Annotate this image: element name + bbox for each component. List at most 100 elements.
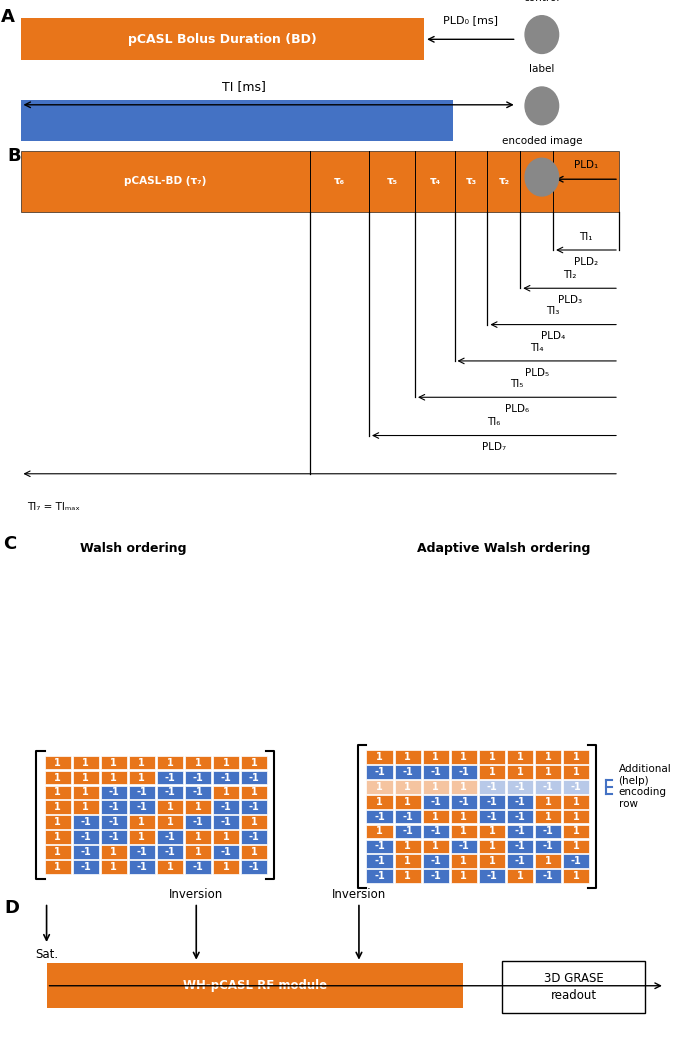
Text: 1: 1 — [404, 842, 411, 851]
Bar — [157, 770, 183, 785]
Text: 1: 1 — [573, 767, 580, 777]
Text: 3D GRASE
readout: 3D GRASE readout — [544, 973, 603, 1002]
Text: 1: 1 — [195, 758, 201, 767]
Text: 1: 1 — [516, 767, 523, 777]
Text: -1: -1 — [430, 871, 441, 881]
Text: -1: -1 — [164, 787, 175, 798]
Bar — [73, 756, 99, 769]
Bar — [366, 839, 393, 853]
Bar — [45, 860, 71, 874]
Bar — [423, 870, 449, 883]
Bar — [535, 839, 561, 853]
Bar — [213, 756, 239, 769]
Text: τ₅: τ₅ — [386, 176, 398, 187]
Bar — [563, 854, 589, 869]
Bar — [423, 765, 449, 779]
Bar — [507, 839, 533, 853]
Text: -1: -1 — [486, 871, 497, 881]
Text: Adaptive Walsh ordering: Adaptive Walsh ordering — [416, 542, 590, 555]
Bar — [563, 749, 589, 764]
Text: 1: 1 — [166, 863, 173, 872]
Bar — [45, 770, 71, 785]
Text: 1: 1 — [138, 772, 145, 783]
Bar — [73, 770, 99, 785]
Bar — [213, 801, 239, 814]
Text: encoded image: encoded image — [501, 135, 582, 146]
Bar — [535, 794, 561, 808]
Text: 1: 1 — [404, 871, 411, 881]
Text: 1: 1 — [573, 842, 580, 851]
Text: -1: -1 — [221, 847, 232, 857]
Bar — [129, 756, 155, 769]
Bar — [45, 786, 71, 800]
Text: 1: 1 — [460, 827, 467, 836]
Text: 1: 1 — [376, 796, 383, 807]
Text: 1: 1 — [460, 782, 467, 791]
Bar — [241, 860, 267, 874]
Text: 1: 1 — [460, 871, 467, 881]
Bar — [73, 830, 99, 845]
Text: 1: 1 — [223, 832, 229, 843]
Text: 1: 1 — [251, 758, 258, 767]
Bar — [479, 780, 505, 793]
Text: 1: 1 — [110, 863, 117, 872]
Bar — [185, 846, 211, 859]
Text: 1: 1 — [54, 787, 61, 798]
Text: 1: 1 — [110, 847, 117, 857]
Bar — [241, 770, 267, 785]
Text: -1: -1 — [164, 772, 175, 783]
Text: τ₃: τ₃ — [465, 176, 477, 187]
Bar — [423, 780, 449, 793]
Text: τ₆: τ₆ — [334, 176, 345, 187]
Bar — [213, 770, 239, 785]
Text: 1: 1 — [251, 787, 258, 798]
Bar — [479, 749, 505, 764]
Text: -1: -1 — [514, 782, 525, 791]
Bar — [451, 765, 477, 779]
Ellipse shape — [525, 87, 558, 125]
Text: 1: 1 — [573, 751, 580, 762]
Text: τ₄: τ₄ — [429, 176, 440, 187]
Bar — [366, 780, 393, 793]
Bar — [21, 100, 453, 141]
Bar — [129, 815, 155, 829]
Bar — [423, 794, 449, 808]
Bar — [157, 815, 183, 829]
Text: -1: -1 — [543, 842, 553, 851]
Text: τ₁: τ₁ — [531, 176, 543, 187]
Text: -1: -1 — [514, 796, 525, 807]
Bar — [451, 780, 477, 793]
Bar — [507, 765, 533, 779]
Text: 1: 1 — [195, 803, 201, 812]
Text: -1: -1 — [430, 767, 441, 777]
Bar — [366, 794, 393, 808]
Text: PLD₂: PLD₂ — [574, 257, 598, 267]
Text: 1: 1 — [404, 796, 411, 807]
Text: 1: 1 — [251, 847, 258, 857]
Bar — [101, 756, 127, 769]
Text: 1: 1 — [573, 871, 580, 881]
Text: 1: 1 — [82, 787, 89, 798]
Text: -1: -1 — [430, 796, 441, 807]
Bar — [185, 830, 211, 845]
Bar — [45, 756, 71, 769]
Bar — [479, 825, 505, 838]
Text: -1: -1 — [374, 856, 385, 867]
Text: Inversion: Inversion — [332, 889, 386, 901]
Text: -1: -1 — [374, 811, 385, 822]
Text: 1: 1 — [545, 856, 551, 867]
Bar — [366, 765, 393, 779]
Text: 1: 1 — [82, 758, 89, 767]
Bar — [395, 780, 421, 793]
Bar — [451, 825, 477, 838]
Bar — [507, 780, 533, 793]
Text: -1: -1 — [430, 856, 441, 867]
Text: 1: 1 — [488, 842, 495, 851]
Bar — [395, 870, 421, 883]
Bar — [47, 962, 463, 1007]
Text: 1: 1 — [54, 863, 61, 872]
Text: -1: -1 — [108, 817, 119, 827]
Bar — [395, 749, 421, 764]
Text: -1: -1 — [80, 847, 91, 857]
Text: 1: 1 — [110, 758, 117, 767]
